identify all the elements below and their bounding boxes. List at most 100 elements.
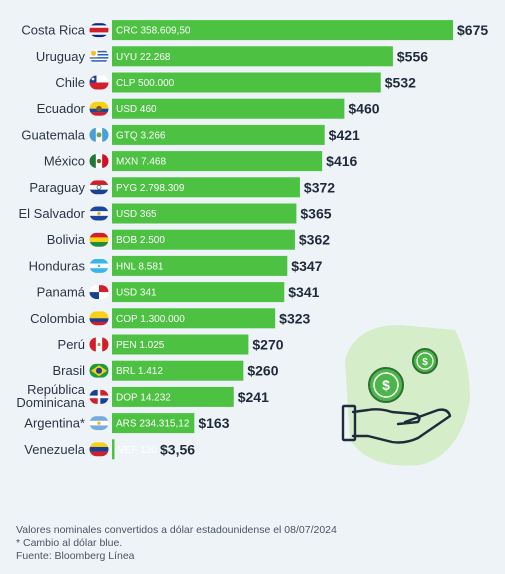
- flag-chile: [89, 75, 109, 90]
- bar: [112, 334, 249, 355]
- local-currency-label: UYU 22.268: [116, 52, 171, 63]
- value-label: $365: [300, 206, 331, 222]
- local-currency-label: COP 1.300.000: [116, 314, 185, 325]
- flag-honduras: [89, 258, 109, 273]
- value-label: $421: [329, 127, 360, 143]
- country-label: Paraguay: [29, 180, 85, 195]
- value-label: $347: [291, 258, 322, 274]
- country-label: Brasil: [52, 363, 85, 378]
- footer-source: Fuente: Bloomberg Línea: [16, 550, 135, 562]
- bar: [112, 360, 244, 381]
- bar: [112, 98, 345, 119]
- flag-peru: [89, 337, 109, 352]
- country-label: Ecuador: [37, 101, 86, 116]
- bar: [112, 255, 288, 276]
- bar: [112, 203, 297, 224]
- bar: [112, 20, 453, 41]
- local-currency-label: USD 341: [116, 288, 157, 299]
- bar: [112, 308, 276, 329]
- value-label: $372: [304, 179, 335, 195]
- country-label: México: [44, 154, 85, 169]
- footer-note-conversion: Valores nominales convertidos a dólar es…: [16, 524, 337, 536]
- flag-venezuela: [89, 442, 109, 457]
- value-label: $556: [397, 48, 428, 64]
- flag-panama: [89, 285, 109, 300]
- value-label: $675: [457, 22, 488, 38]
- local-currency-label: BRL 1.412: [116, 366, 163, 377]
- local-currency-label: USD 460: [116, 104, 157, 115]
- bar-row: Ecuador USD 460 $460: [37, 98, 380, 119]
- bar-row: Uruguay UYU 22.268 $556: [36, 46, 428, 67]
- local-currency-label: GTQ 3.266: [116, 130, 166, 141]
- bar: [112, 124, 325, 145]
- value-label: $460: [348, 101, 379, 117]
- country-label: Perú: [58, 337, 85, 352]
- flag-uruguay: [89, 49, 109, 64]
- value-label: $532: [385, 75, 416, 91]
- bar: [112, 413, 195, 434]
- bar-row: Perú PEN 1.025 $270: [58, 334, 284, 355]
- bar: [112, 282, 285, 303]
- flag-argentina: [89, 416, 109, 431]
- local-currency-label: ARS 234.315,12: [116, 419, 190, 430]
- footer-notes: Valores nominales convertidos a dólar es…: [16, 524, 337, 563]
- local-currency-label: VEF 130: [118, 445, 157, 456]
- value-label: $241: [238, 389, 269, 405]
- local-currency-label: MXN 7.468: [116, 157, 166, 168]
- bar: [112, 229, 295, 250]
- bar-row: Chile CLP 500.000 $532: [55, 72, 416, 93]
- country-label: Uruguay: [36, 49, 86, 64]
- value-label: $323: [279, 310, 310, 326]
- bar-row: Guatemala GTQ 3.266 $421: [21, 124, 360, 145]
- country-label: Chile: [55, 75, 85, 90]
- flag-dominican-republic: [89, 389, 109, 404]
- bar: [112, 386, 234, 407]
- bar-row: Venezuela VEF 130 $3,56: [24, 439, 195, 460]
- value-label: $341: [288, 284, 319, 300]
- country-label: República Dominicana: [16, 382, 85, 410]
- bar: [112, 46, 393, 67]
- value-label: $163: [198, 415, 229, 431]
- bar-row: Honduras HNL 8.581 $347: [29, 255, 323, 276]
- bar-row: República Dominicana DOP 14.232 $241: [16, 382, 269, 410]
- svg-text:$: $: [382, 377, 390, 393]
- value-label: $260: [247, 363, 278, 379]
- local-currency-label: HNL 8.581: [116, 261, 164, 272]
- local-currency-label: PYG 2.798.309: [116, 183, 185, 194]
- flag-costa-rica: [89, 23, 109, 38]
- bar: [112, 151, 323, 172]
- country-label: El Salvador: [19, 206, 86, 221]
- local-currency-label: CLP 500.000: [116, 78, 175, 89]
- flag-colombia: [89, 311, 109, 326]
- hand-holding-coins-icon: $ $: [341, 325, 470, 466]
- local-currency-label: BOB 2.500: [116, 235, 165, 246]
- country-label: Costa Rica: [21, 23, 85, 38]
- country-label: Honduras: [29, 258, 86, 273]
- country-label: Argentina*: [24, 416, 85, 431]
- local-currency-label: PEN 1.025: [116, 340, 165, 351]
- local-currency-label: CRC 358.609,50: [116, 26, 191, 37]
- bar-row: Bolivia BOB 2.500 $362: [47, 229, 330, 250]
- country-label: Venezuela: [24, 442, 85, 457]
- footer-note-blue-rate: * Cambio al dólar blue.: [16, 537, 123, 549]
- bar-row: México MXN 7.468 $416: [44, 151, 358, 172]
- value-label: $270: [252, 337, 283, 353]
- bar: [112, 177, 300, 198]
- flag-mexico: [89, 154, 109, 169]
- bar-row: Costa Rica CRC 358.609,50 $675: [21, 20, 488, 41]
- flag-bolivia: [89, 232, 109, 247]
- flag-guatemala: [89, 127, 109, 142]
- bar-row: Paraguay PYG 2.798.309 $372: [29, 177, 335, 198]
- flag-el-salvador: [89, 206, 109, 221]
- local-currency-label: USD 365: [116, 209, 157, 220]
- bar: [112, 439, 115, 460]
- bar-row: Colombia COP 1.300.000 $323: [30, 308, 311, 329]
- bar: [112, 72, 381, 93]
- svg-text:$: $: [422, 357, 428, 368]
- bar-row: Panamá USD 341 $341: [37, 282, 320, 303]
- bar-row: Brasil BRL 1.412 $260: [52, 360, 279, 381]
- country-label: Colombia: [30, 311, 86, 326]
- bar-row: Argentina* ARS 234.315,12 $163: [24, 413, 230, 434]
- flag-brazil: [89, 363, 109, 378]
